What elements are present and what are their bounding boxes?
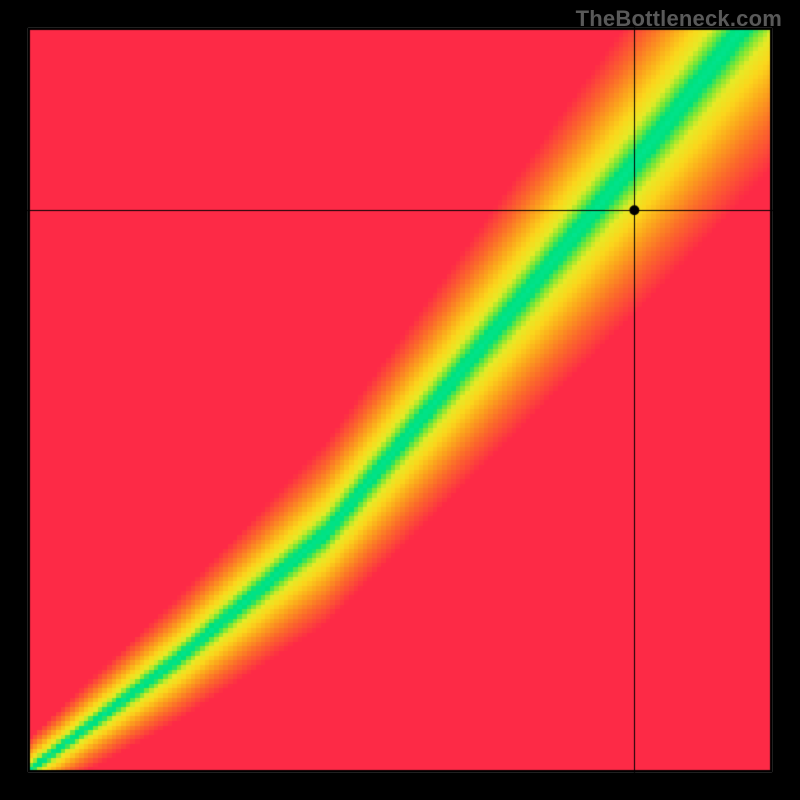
figure-frame: TheBottleneck.com (0, 0, 800, 800)
watermark-text: TheBottleneck.com (576, 6, 782, 32)
crosshair-overlay (0, 0, 800, 800)
